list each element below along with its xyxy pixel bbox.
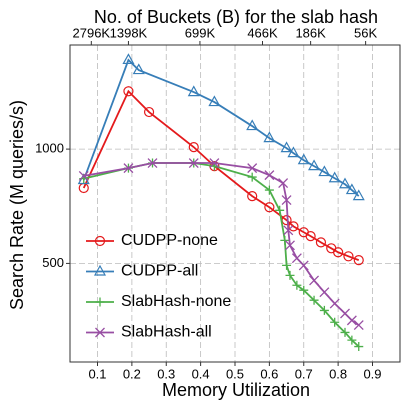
marker	[345, 183, 358, 195]
marker	[209, 158, 220, 168]
legend-label: CUDPP-none	[121, 232, 218, 249]
marker	[292, 280, 302, 290]
y-axis-title: Search Rate (M queries/s)	[7, 100, 27, 310]
marker	[188, 142, 199, 153]
marker	[353, 255, 364, 266]
marker	[340, 327, 350, 337]
legend-label: SlabHash-none	[121, 293, 231, 310]
marker	[247, 163, 258, 174]
marker	[187, 85, 200, 97]
marker	[95, 327, 105, 338]
marker	[315, 237, 327, 248]
marker	[93, 264, 107, 276]
top-tick-label: 2796K	[73, 25, 111, 40]
marker	[330, 317, 340, 327]
marker	[338, 177, 352, 189]
marker	[275, 205, 285, 215]
top-tick-label: 466K	[247, 25, 278, 40]
marker	[297, 153, 310, 165]
marker	[283, 225, 294, 236]
marker	[123, 163, 134, 174]
marker	[264, 185, 274, 195]
top-tick-label: 56K	[354, 25, 377, 40]
marker	[333, 247, 344, 258]
legend-label: CUDPP-all	[121, 263, 198, 280]
top-tick-label: 1398K	[110, 25, 148, 40]
marker	[278, 178, 289, 189]
marker	[132, 63, 145, 75]
marker	[280, 141, 293, 153]
marker	[343, 251, 354, 262]
top-tick-label: 186K	[295, 25, 326, 40]
marker	[246, 119, 259, 131]
legend-label: SlabHash-all	[121, 324, 212, 341]
marker	[305, 231, 316, 242]
marker	[298, 260, 309, 271]
top-tick-label: 699K	[185, 25, 216, 40]
marker	[318, 165, 331, 177]
marker	[352, 189, 365, 201]
marker	[319, 305, 329, 315]
marker	[143, 106, 155, 118]
marker	[147, 158, 158, 168]
marker	[308, 159, 321, 171]
x-tick-label: 0.7	[295, 366, 313, 381]
x-axis-title: Memory Utilization	[162, 380, 310, 400]
marker	[281, 195, 292, 206]
marker	[319, 287, 330, 298]
marker	[309, 275, 320, 286]
top-axis-title: No. of Buckets (B) for the slab hash	[94, 7, 378, 27]
marker	[208, 95, 221, 107]
marker	[264, 170, 275, 181]
x-tick-label: 0.1	[88, 366, 106, 381]
y-tick-label: 500	[42, 255, 64, 270]
marker	[280, 235, 290, 245]
marker	[346, 315, 357, 326]
marker	[247, 191, 258, 202]
marker	[353, 320, 364, 331]
y-tick-label: 1000	[35, 141, 64, 156]
marker	[354, 342, 364, 352]
marker	[188, 158, 199, 168]
x-tick-label: 0.6	[260, 366, 278, 381]
marker	[347, 335, 357, 345]
marker	[285, 240, 295, 251]
marker	[329, 298, 340, 309]
marker	[287, 146, 300, 158]
x-tick-label: 0.5	[226, 366, 244, 381]
marker	[282, 260, 292, 270]
marker	[95, 297, 105, 307]
marker	[264, 202, 275, 213]
marker	[299, 285, 309, 295]
x-tick-label: 0.2	[123, 366, 141, 381]
x-tick-label: 0.8	[329, 366, 347, 381]
marker	[285, 270, 295, 280]
marker	[78, 170, 89, 181]
marker	[263, 131, 276, 143]
x-tick-label: 0.3	[157, 366, 175, 381]
marker	[94, 235, 106, 247]
marker	[328, 171, 341, 183]
marker	[123, 86, 134, 97]
marker	[247, 172, 257, 182]
x-tick-label: 0.4	[192, 366, 210, 381]
marker	[309, 295, 319, 305]
x-tick-label: 0.9	[363, 366, 381, 381]
marker	[122, 53, 135, 65]
